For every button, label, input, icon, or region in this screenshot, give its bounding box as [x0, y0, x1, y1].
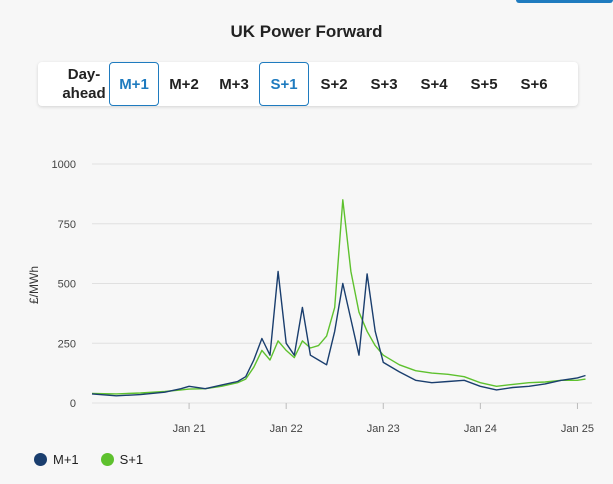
tab-day-ahead[interactable]: Day- ahead — [62, 66, 106, 102]
y-tick-label: 750 — [58, 219, 76, 231]
chart-series — [91, 199, 586, 397]
y-tick-label: 1000 — [52, 159, 76, 171]
tab-m1[interactable]: M+1 — [109, 62, 159, 106]
legend-label-m1: M+1 — [53, 452, 79, 467]
contract-tab-bar: Day- ahead M+1 M+2 M+3 S+1 S+2 S+3 S+4 S… — [38, 62, 578, 106]
tab-m3[interactable]: M+3 — [219, 75, 249, 93]
top-accent-bar — [516, 0, 613, 3]
series-line-s1 — [91, 199, 586, 395]
x-tick-label: Jan 22 — [270, 423, 303, 435]
legend-swatch-s1 — [100, 453, 114, 466]
y-tick-label: 0 — [70, 398, 76, 410]
legend-item-m1[interactable]: M+1 — [34, 452, 79, 467]
y-tick-label: 250 — [58, 338, 76, 350]
series-line-m1 — [91, 270, 586, 397]
chart-title: UK Power Forward — [230, 22, 383, 41]
x-tick-label: Jan 21 — [173, 423, 206, 435]
x-tick-label: Jan 25 — [561, 423, 594, 435]
tab-s1[interactable]: S+1 — [259, 62, 309, 106]
legend-swatch-m1 — [34, 453, 47, 466]
tab-s5[interactable]: S+5 — [470, 75, 498, 93]
tab-s6[interactable]: S+6 — [520, 75, 548, 93]
x-tick-label: Jan 24 — [464, 423, 497, 435]
y-axis: 0 250 500 750 1000 — [52, 159, 76, 410]
tab-s3[interactable]: S+3 — [370, 75, 398, 93]
y-tick-label: 500 — [58, 279, 76, 291]
x-axis: Jan 21 Jan 22 Jan 23 Jan 24 Jan 25 — [173, 403, 594, 435]
x-tick-label: Jan 23 — [367, 423, 400, 435]
legend-label-s1: S+1 — [119, 452, 144, 467]
chart-grid — [92, 163, 592, 404]
tab-s2[interactable]: S+2 — [320, 75, 348, 93]
legend-item-s1[interactable]: S+1 — [100, 452, 144, 467]
y-axis-label: £/MWh — [27, 266, 41, 304]
tab-m2[interactable]: M+2 — [169, 75, 199, 93]
tab-s4[interactable]: S+4 — [420, 75, 448, 93]
chart-legend: M+1 S+1 — [34, 452, 143, 467]
